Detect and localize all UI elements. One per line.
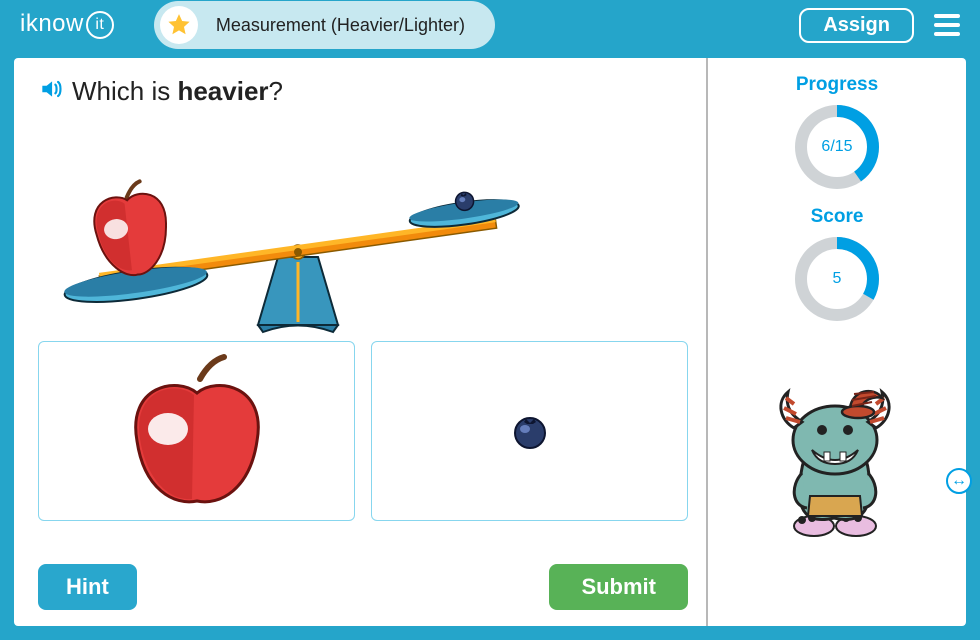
choice-blueberry[interactable] — [371, 341, 688, 521]
action-row: Hint Submit — [38, 550, 688, 610]
brand-logo: iknowit — [20, 10, 114, 41]
question-suffix: ? — [269, 76, 283, 106]
question-row: Which is heavier? — [38, 76, 688, 107]
mascot — [762, 368, 912, 538]
menu-button[interactable] — [934, 14, 960, 36]
star-badge — [160, 6, 198, 44]
star-icon — [166, 12, 192, 38]
lesson-title: Measurement (Heavier/Lighter) — [216, 15, 465, 36]
sidebar: Progress 6/15 Score 5 — [706, 58, 966, 626]
content-panel: Which is heavier? — [14, 58, 966, 626]
answer-choices — [38, 341, 688, 521]
blueberry-icon — [500, 401, 560, 461]
choice-apple[interactable] — [38, 341, 355, 521]
brand-name-it: it — [86, 11, 114, 39]
main-area: Which is heavier? — [14, 58, 706, 626]
question-emphasis: heavier — [177, 76, 268, 106]
score-donut: 5 — [792, 234, 882, 324]
question-prefix: Which is — [72, 76, 177, 106]
progress-value: 6/15 — [792, 102, 882, 192]
lesson-title-pill: Measurement (Heavier/Lighter) — [154, 1, 495, 49]
question-text: Which is heavier? — [72, 76, 283, 107]
progress-label: Progress — [796, 74, 878, 96]
brand-name-pre: iknow — [20, 10, 84, 37]
hint-button[interactable]: Hint — [38, 564, 137, 610]
submit-button[interactable]: Submit — [549, 564, 688, 610]
progress-donut: 6/15 — [792, 102, 882, 192]
sidebar-toggle[interactable]: ↔ — [946, 468, 972, 494]
speaker-icon[interactable] — [38, 76, 64, 107]
balance-scale-image — [38, 107, 688, 337]
apple-icon — [102, 351, 292, 511]
score-value: 5 — [792, 234, 882, 324]
assign-button[interactable]: Assign — [799, 8, 914, 43]
score-label: Score — [811, 206, 864, 228]
app-header: iknowit Measurement (Heavier/Lighter) As… — [0, 0, 980, 50]
